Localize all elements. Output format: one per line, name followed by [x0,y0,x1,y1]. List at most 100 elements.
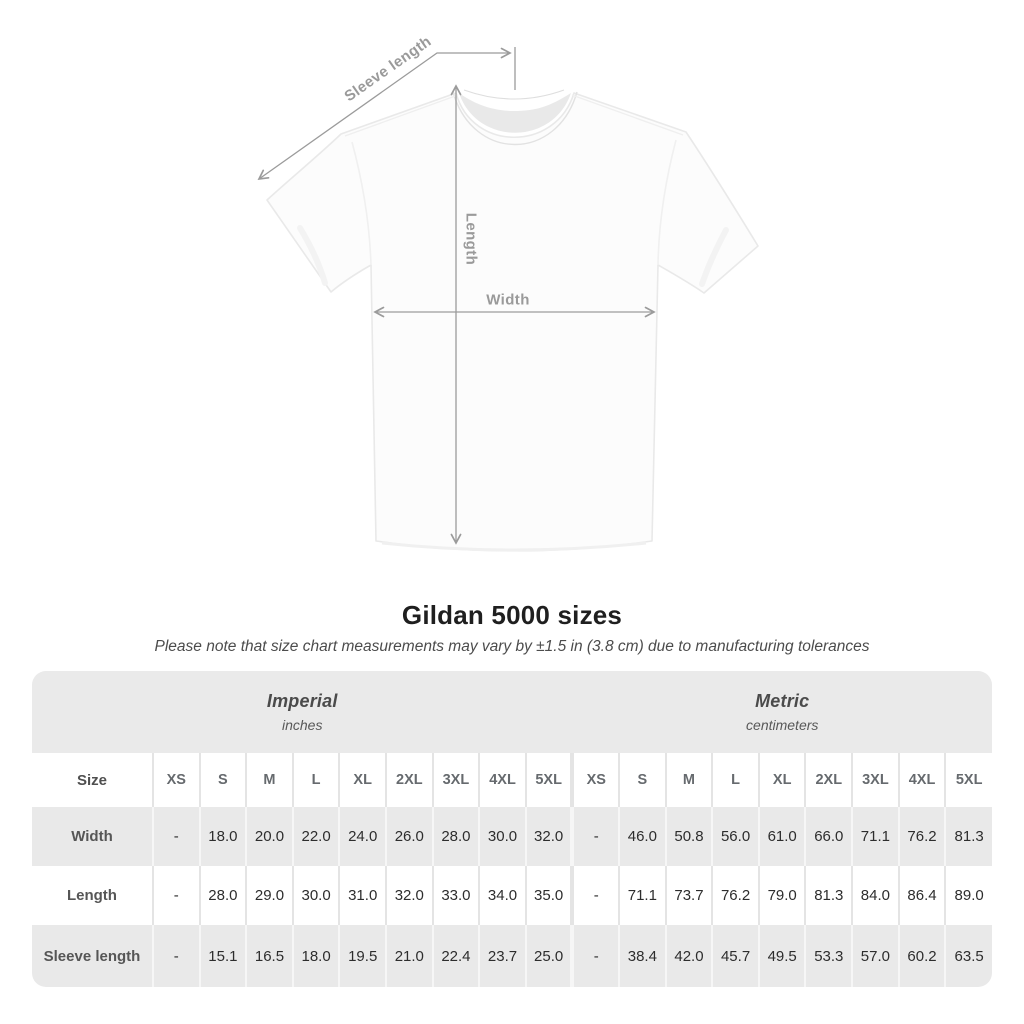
value-cell: 89.0 [944,866,992,925]
length-label: Length [462,212,480,266]
value-cell: 86.4 [897,866,946,925]
value-cell: 81.3 [944,807,992,866]
value-cell: 76.2 [897,807,946,866]
value-cell: 21.0 [385,925,433,987]
size-chart-table-container: Imperial inches Metric centimeters Size X… [32,671,992,987]
value-cell: 16.5 [245,925,293,987]
value-cell: 35.0 [524,866,573,925]
size-header-cell: S [618,753,666,807]
tshirt-body [266,89,759,552]
imperial-group-header: Imperial inches [32,671,573,753]
value-cell: 28.0 [431,807,480,866]
value-cell: 81.3 [804,866,853,925]
value-cell: 63.5 [944,925,992,987]
value-cell: 25.0 [524,925,573,987]
hem-shadow [381,541,647,552]
page-title: Gildan 5000 sizes [401,600,623,630]
size-header-cell: XL [338,753,386,807]
unit-group-header-row: Imperial inches Metric centimeters [32,671,992,753]
size-header-cell: 5XL [524,753,573,807]
width-label: Width [486,291,530,309]
size-header-cell: XS [151,753,200,807]
value-cell: - [151,925,200,987]
value-cell: 61.0 [757,807,806,866]
value-cell: 46.0 [618,807,666,866]
size-header-row: Size XS S M L XL 2XL 3XL 4XL 5XL XS S M L XL 2XL 3XL 4XL 5… [32,753,992,807]
value-cell: 42.0 [664,925,713,987]
value-cell: 49.5 [757,925,806,987]
value-cell: 33.0 [431,866,480,925]
value-cell: 32.0 [385,866,433,925]
imperial-label: Imperial [266,691,338,711]
row-label: Sleeve length [43,947,141,965]
table-row: Width -18.0 20.0 22.0 24.0 26.0 28.0 30.0 32.0-4… [32,807,992,866]
measurement-lines [257,47,656,545]
value-cell: 30.0 [478,807,526,866]
value-cell: 15.1 [198,925,247,987]
metric-group-header: Metric centimeters [572,671,992,753]
size-header-cell: 3XL [431,753,480,807]
value-cell: 60.2 [897,925,946,987]
value-cell: 26.0 [385,807,433,866]
size-header-cell: 4XL [478,753,526,807]
value-cell: 71.1 [618,866,666,925]
size-header-cell: 4XL [897,753,946,807]
right-sleeve-wrinkle [699,227,729,287]
value-cell: 57.0 [851,925,899,987]
value-cell: 76.2 [711,866,759,925]
value-cell: 19.5 [338,925,386,987]
size-table-body: Size XS S M L XL 2XL 3XL 4XL 5XL XS S M L XL 2XL 3XL 4XL 5… [32,753,992,987]
size-header-cell: 5XL [944,753,992,807]
value-cell: 32.0 [524,807,573,866]
sleeve-length-arrow [257,47,512,181]
size-header-cell: 2XL [804,753,853,807]
size-chart-table: Imperial inches Metric centimeters Size X… [32,671,992,987]
value-cell: 50.8 [664,807,713,866]
value-cell: - [570,925,620,987]
value-cell: - [151,866,200,925]
collar-back-edge [463,89,565,100]
size-header-cell: L [711,753,759,807]
value-cell: 18.0 [291,925,340,987]
size-header-cell: 2XL [385,753,433,807]
table-row: Length -28.0 29.0 30.0 31.0 32.0 33.0 34.0 35.0-… [32,866,992,925]
value-cell: 29.0 [245,866,293,925]
value-cell: 71.1 [851,807,899,866]
row-label: Length [66,887,117,904]
left-sleeve-wrinkle [297,225,328,286]
value-cell: 56.0 [711,807,759,866]
value-cell: 24.0 [338,807,386,866]
value-cell: 53.3 [804,925,853,987]
table-row: Sleeve length -15.1 16.5 18.0 19.5 21.0 22.4 23… [32,925,992,987]
size-header-cell: L [291,753,340,807]
right-sleeve-seam [657,139,677,266]
row-label: Width [71,828,113,845]
value-cell: 18.0 [198,807,247,866]
tshirt-size-diagram: Sleeve length Length Width [257,33,759,552]
value-cell: 79.0 [757,866,806,925]
value-cell: 38.4 [618,925,666,987]
value-cell: 45.7 [711,925,759,987]
metric-unit-label: centimeters [746,717,819,733]
value-cell: - [570,866,620,925]
metric-label: Metric [755,691,810,711]
size-header-cell: XS [570,753,620,807]
value-cell: 30.0 [291,866,340,925]
value-cell: 34.0 [478,866,526,925]
value-cell: 84.0 [851,866,899,925]
size-header-cell: M [245,753,293,807]
value-cell: 22.4 [431,925,480,987]
tshirt-illustration [257,47,759,552]
imperial-unit-label: inches [281,717,323,733]
right-shoulder-seam [571,94,684,136]
value-cell: 22.0 [291,807,340,866]
size-header-cell: XL [757,753,806,807]
value-cell: 23.7 [478,925,526,987]
value-cell: 28.0 [198,866,247,925]
tolerance-note: Please note that size chart measurements… [154,638,870,655]
value-cell: 20.0 [245,807,293,866]
value-cell: - [570,807,620,866]
size-header-cell: S [198,753,247,807]
value-cell: 66.0 [804,807,853,866]
